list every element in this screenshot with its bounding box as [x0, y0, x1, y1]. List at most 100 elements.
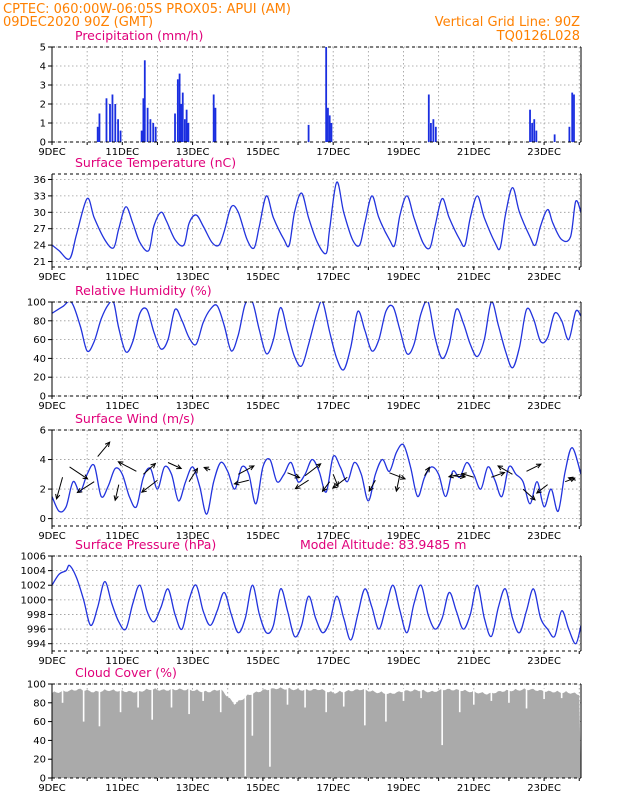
wind-arrow-head: [331, 483, 338, 489]
precip-bar: [114, 104, 117, 142]
x-tick-label: 9DEC: [38, 783, 65, 794]
panel-0: 0 1 2 3 4 5 9DEC 11DEC 13DEC 15DEC 17DEC 19DEC 21DEC…: [38, 28, 582, 158]
y-tick-label: 80: [33, 698, 46, 709]
x-tick-label: 9DEC: [38, 401, 65, 412]
wind-arrow: [118, 461, 137, 472]
wind-arrow-head: [424, 466, 430, 473]
wind-arrow-head: [497, 465, 504, 471]
y-tick-label: 1004: [21, 566, 46, 577]
cloud-cover-gap: [508, 688, 510, 703]
y-tick-label: 4: [40, 455, 46, 466]
x-tick-label: 21DEC: [457, 531, 491, 542]
precip-bar: [533, 119, 536, 142]
y-tick-label: 0: [40, 138, 46, 149]
precip-bar: [105, 98, 108, 142]
precip-bar: [553, 134, 556, 142]
y-tick-label: 998: [27, 610, 46, 621]
x-tick-label: 19DEC: [387, 272, 421, 283]
y-tick-label: 1: [40, 119, 46, 130]
wind-arrow: [322, 481, 331, 492]
wind-arrow: [522, 488, 536, 501]
x-tick-label: 17DEC: [316, 401, 350, 412]
y-tick-label: 4: [40, 62, 46, 73]
x-tick-label: 21DEC: [457, 401, 491, 412]
cloud-cover-gap: [304, 687, 306, 708]
series-line: [52, 564, 581, 645]
series-line: [52, 302, 581, 371]
wind-arrow: [568, 477, 576, 481]
panel-4: 994 996 998 1000 1002 1004 1006 9DEC 11DEC 13DEC 1…: [21, 537, 582, 667]
y-tick-label: 20: [33, 373, 46, 384]
y-tick-label: 40: [33, 354, 46, 365]
wind-arrow: [332, 476, 348, 489]
header-source-location: CPTEC: 060:00W-06:05S PROX05: APUI (AM): [3, 2, 291, 17]
wind-arrow-head: [447, 473, 454, 479]
wind-vectors: [55, 441, 576, 502]
wind-arrow: [287, 472, 300, 479]
header-grid-line-note: Vertical Grid Line: 90Z: [435, 15, 580, 30]
x-tick-label: 13DEC: [176, 272, 210, 283]
x-tick-label: 23DEC: [527, 656, 561, 667]
x-tick-label: 17DEC: [316, 147, 350, 158]
wind-arrow: [461, 473, 474, 478]
cloud-cover-gap: [342, 689, 345, 707]
precip-bar: [529, 109, 531, 142]
x-tick-label: 15DEC: [246, 531, 280, 542]
cloud-cover-gap: [202, 689, 204, 701]
y-tick-label: 2: [40, 485, 46, 496]
y-tick-label: 0: [40, 392, 46, 403]
wind-arrow: [497, 465, 513, 475]
header-model-id: TQ0126L028: [496, 29, 580, 44]
x-tick-label: 9DEC: [38, 656, 65, 667]
x-tick-label: 19DEC: [387, 783, 421, 794]
cloud-cover-gap: [472, 689, 475, 705]
x-tick-label: 21DEC: [457, 656, 491, 667]
precip-bar: [187, 123, 190, 142]
x-tick-label: 15DEC: [246, 147, 280, 158]
panel-title: Cloud Cover (%): [75, 665, 177, 680]
cloud-cover-gap: [269, 686, 271, 767]
wind-arrow-head: [321, 486, 328, 493]
cloud-cover-gap: [286, 686, 289, 705]
x-tick-label: 15DEC: [246, 272, 280, 283]
y-tick-label: 21: [33, 257, 46, 268]
precip-bar: [535, 130, 538, 142]
wind-arrow-head: [104, 441, 111, 448]
wind-arrow: [234, 479, 249, 485]
x-tick-label: 15DEC: [246, 783, 280, 794]
y-tick-label: 2: [40, 100, 46, 111]
cloud-cover-gap: [170, 687, 173, 708]
y-tick-label: 40: [33, 736, 46, 747]
x-tick-label: 19DEC: [387, 656, 421, 667]
x-tick-label: 11DEC: [105, 272, 139, 283]
wind-arrow-head: [150, 462, 157, 469]
cloud-cover-area: [52, 687, 581, 778]
panel-title: Relative Humidity (%): [75, 283, 212, 298]
y-tick-label: 24: [33, 241, 46, 252]
wind-arrow-head: [82, 474, 89, 480]
panel-1: 21 24 27 30 33 36 9DEC 11DEC 13DEC 15DEC 17DEC 19DE…: [33, 155, 582, 283]
x-tick-label: 13DEC: [176, 783, 210, 794]
x-tick-label: 23DEC: [527, 783, 561, 794]
cloud-cover-gap: [82, 687, 85, 722]
precip-bar: [434, 126, 437, 142]
wind-arrow-head: [315, 463, 322, 469]
cloud-cover-gap: [441, 687, 443, 746]
wind-arrow-head: [394, 486, 400, 493]
wind-arrow: [304, 463, 321, 477]
wind-arrow: [424, 467, 430, 477]
wind-arrow: [141, 479, 158, 493]
wind-arrow: [389, 472, 406, 480]
precip-bar: [181, 92, 184, 142]
precip-bar: [176, 79, 179, 142]
x-tick-label: 15DEC: [246, 401, 280, 412]
wind-arrow: [167, 462, 182, 469]
wind-arrow-head: [535, 463, 542, 469]
y-tick-label: 1002: [21, 581, 46, 592]
y-tick-label: 36: [33, 175, 46, 186]
y-tick-label: 80: [33, 316, 46, 327]
x-tick-label: 17DEC: [316, 783, 350, 794]
x-tick-label: 11DEC: [105, 531, 139, 542]
y-tick-label: 3: [40, 81, 46, 92]
